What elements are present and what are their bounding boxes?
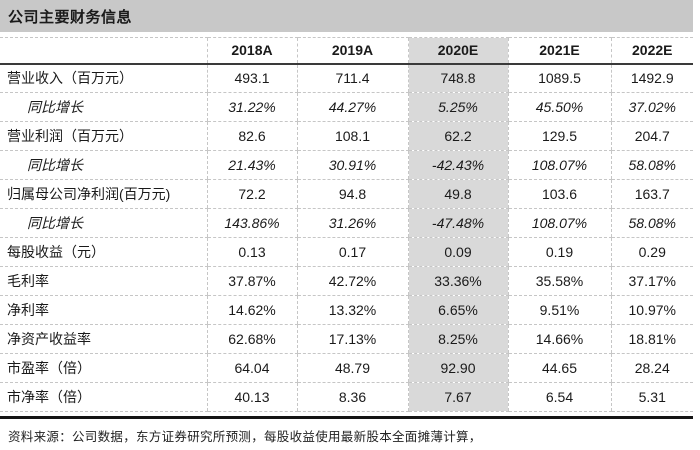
cell-value: 14.62% xyxy=(206,295,297,325)
cell-value: 1089.5 xyxy=(507,63,611,93)
cell-value: 204.7 xyxy=(610,121,693,151)
cell-value: 0.19 xyxy=(507,237,611,267)
cell-value: 143.86% xyxy=(206,208,297,238)
row-label: 每股收益（元） xyxy=(0,237,207,267)
cell-value: 5.31 xyxy=(610,382,693,412)
cell-value: 44.65 xyxy=(507,353,611,383)
cell-value: 58.08% xyxy=(610,150,693,180)
cell-value: -47.48% xyxy=(407,208,508,238)
cell-value: 748.8 xyxy=(407,63,508,93)
cell-value: 0.17 xyxy=(296,237,408,267)
cell-value: 82.6 xyxy=(206,121,297,151)
cell-value: 14.66% xyxy=(507,324,611,354)
cell-value: 62.68% xyxy=(206,324,297,354)
column-header: 2021E xyxy=(507,37,611,65)
cell-value: 72.2 xyxy=(206,179,297,209)
row-label: 净利率 xyxy=(0,295,207,325)
table-row: 市盈率（倍） 64.04 48.79 92.90 44.65 28.24 xyxy=(0,353,693,383)
column-header: 2019A xyxy=(296,37,408,65)
table-row: 市净率（倍） 40.13 8.36 7.67 6.54 5.31 xyxy=(0,382,693,412)
table-row: 营业利润（百万元） 82.6 108.1 62.2 129.5 204.7 xyxy=(0,121,693,151)
row-label: 归属母公司净利润(百万元) xyxy=(0,179,207,209)
row-label: 毛利率 xyxy=(0,266,207,296)
cell-value: 21.43% xyxy=(206,150,297,180)
cell-value: 92.90 xyxy=(407,353,508,383)
table-row: 同比增长 21.43% 30.91% -42.43% 108.07% 58.08% xyxy=(0,150,693,180)
cell-value: 1492.9 xyxy=(610,63,693,93)
cell-value: 5.25% xyxy=(407,92,508,122)
table-row: 每股收益（元） 0.13 0.17 0.09 0.19 0.29 xyxy=(0,237,693,267)
cell-value: -42.43% xyxy=(407,150,508,180)
cell-value: 0.09 xyxy=(407,237,508,267)
cell-value: 0.29 xyxy=(610,237,693,267)
row-label: 同比增长 xyxy=(0,150,207,180)
table-row: 同比增长 31.22% 44.27% 5.25% 45.50% 37.02% xyxy=(0,92,693,122)
column-header xyxy=(0,37,207,65)
cell-value: 31.22% xyxy=(206,92,297,122)
cell-value: 108.07% xyxy=(507,150,611,180)
cell-value: 7.67 xyxy=(407,382,508,412)
cell-value: 108.1 xyxy=(296,121,408,151)
row-label: 市盈率（倍） xyxy=(0,353,207,383)
table-row: 归属母公司净利润(百万元) 72.2 94.8 49.8 103.6 163.7 xyxy=(0,179,693,209)
cell-value: 58.08% xyxy=(610,208,693,238)
cell-value: 45.50% xyxy=(507,92,611,122)
cell-value: 129.5 xyxy=(507,121,611,151)
column-header: 2020E xyxy=(407,37,508,65)
cell-value: 49.8 xyxy=(407,179,508,209)
row-label: 市净率（倍） xyxy=(0,382,207,412)
cell-value: 17.13% xyxy=(296,324,408,354)
cell-value: 10.97% xyxy=(610,295,693,325)
cell-value: 8.36 xyxy=(296,382,408,412)
table-row: 净利率 14.62% 13.32% 6.65% 9.51% 10.97% xyxy=(0,295,693,325)
cell-value: 28.24 xyxy=(610,353,693,383)
cell-value: 103.6 xyxy=(507,179,611,209)
cell-value: 9.51% xyxy=(507,295,611,325)
cell-value: 94.8 xyxy=(296,179,408,209)
cell-value: 37.02% xyxy=(610,92,693,122)
cell-value: 0.13 xyxy=(206,237,297,267)
table-bottom-rule xyxy=(0,416,693,419)
row-label: 同比增长 xyxy=(0,208,207,238)
cell-value: 35.58% xyxy=(507,266,611,296)
cell-value: 40.13 xyxy=(206,382,297,412)
header-row: 2018A 2019A 2020E 2021E 2022E xyxy=(0,37,693,65)
cell-value: 493.1 xyxy=(206,63,297,93)
column-header: 2022E xyxy=(610,37,693,65)
cell-value: 8.25% xyxy=(407,324,508,354)
row-label: 营业收入（百万元） xyxy=(0,63,207,93)
table-row: 毛利率 37.87% 42.72% 33.36% 35.58% 37.17% xyxy=(0,266,693,296)
cell-value: 62.2 xyxy=(407,121,508,151)
cell-value: 44.27% xyxy=(296,92,408,122)
table-row: 净资产收益率 62.68% 17.13% 8.25% 14.66% 18.81% xyxy=(0,324,693,354)
cell-value: 37.17% xyxy=(610,266,693,296)
cell-value: 6.54 xyxy=(507,382,611,412)
cell-value: 37.87% xyxy=(206,266,297,296)
cell-value: 6.65% xyxy=(407,295,508,325)
cell-value: 48.79 xyxy=(296,353,408,383)
table-row: 同比增长 143.86% 31.26% -47.48% 108.07% 58.08% xyxy=(0,208,693,238)
cell-value: 108.07% xyxy=(507,208,611,238)
cell-value: 31.26% xyxy=(296,208,408,238)
row-label: 净资产收益率 xyxy=(0,324,207,354)
cell-value: 13.32% xyxy=(296,295,408,325)
financial-table: 2018A 2019A 2020E 2021E 2022E 营业收入（百万元） 4… xyxy=(0,37,693,412)
cell-value: 18.81% xyxy=(610,324,693,354)
column-header: 2018A xyxy=(206,37,297,65)
source-note: 资料来源：公司数据，东方证券研究所预测，每股收益使用最新股本全面摊薄计算， xyxy=(8,430,482,444)
cell-value: 163.7 xyxy=(610,179,693,209)
row-label: 营业利润（百万元） xyxy=(0,121,207,151)
table-title-bar: 公司主要财务信息 xyxy=(0,0,693,32)
cell-value: 33.36% xyxy=(407,266,508,296)
table-row: 营业收入（百万元） 493.1 711.4 748.8 1089.5 1492.9 xyxy=(0,63,693,93)
cell-value: 711.4 xyxy=(296,63,408,93)
row-label: 同比增长 xyxy=(0,92,207,122)
cell-value: 42.72% xyxy=(296,266,408,296)
table-title: 公司主要财务信息 xyxy=(8,8,133,26)
table-body: 营业收入（百万元） 493.1 711.4 748.8 1089.5 1492.9 同比增长… xyxy=(0,63,693,412)
cell-value: 30.91% xyxy=(296,150,408,180)
cell-value: 64.04 xyxy=(206,353,297,383)
